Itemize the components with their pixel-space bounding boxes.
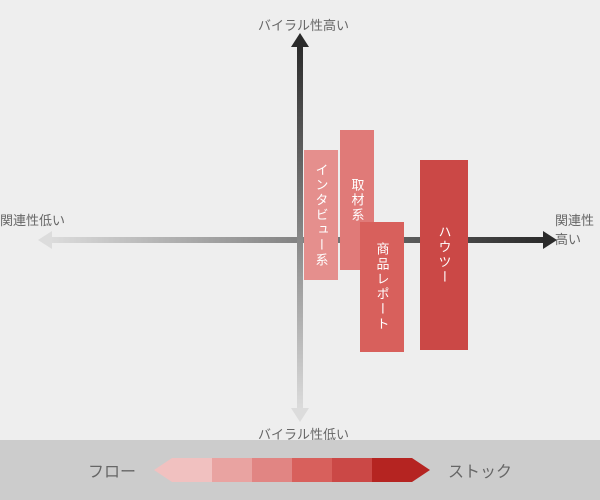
legend-bar: フロー ストック — [0, 440, 600, 500]
y-axis-arrow-top — [291, 33, 309, 47]
quadrant-chart: バイラル性高いバイラル性低い関連性低い関連性高いインタビュー系取材系商品レポート… — [0, 0, 600, 440]
legend-arrow-right — [412, 458, 430, 482]
legend-label-left: フロー — [88, 458, 136, 482]
legend-arrow-left — [154, 458, 172, 482]
legend-swatch — [372, 458, 412, 482]
content-block: インタビュー系 — [304, 150, 338, 280]
legend-swatch — [292, 458, 332, 482]
x-axis-label-right: 関連性高い — [555, 210, 600, 248]
y-axis-label-top: バイラル性高い — [258, 15, 349, 34]
content-block: ハウツー — [420, 160, 468, 350]
content-block-label: インタビュー系 — [312, 163, 331, 268]
legend-label-right: ストック — [448, 458, 512, 482]
legend-swatch — [252, 458, 292, 482]
legend-swatch-row — [172, 458, 412, 482]
content-block-label: 取材系 — [348, 178, 367, 223]
content-block-label: 商品レポート — [373, 242, 392, 332]
legend-swatch — [172, 458, 212, 482]
x-axis-arrow-left — [38, 231, 52, 249]
x-axis-label-left: 関連性低い — [0, 210, 65, 229]
legend-swatch — [212, 458, 252, 482]
legend-swatch — [332, 458, 372, 482]
y-axis-arrow-bottom — [291, 408, 309, 422]
content-block-label: ハウツー — [435, 225, 454, 285]
content-block: 商品レポート — [360, 222, 404, 352]
y-axis — [297, 45, 303, 410]
